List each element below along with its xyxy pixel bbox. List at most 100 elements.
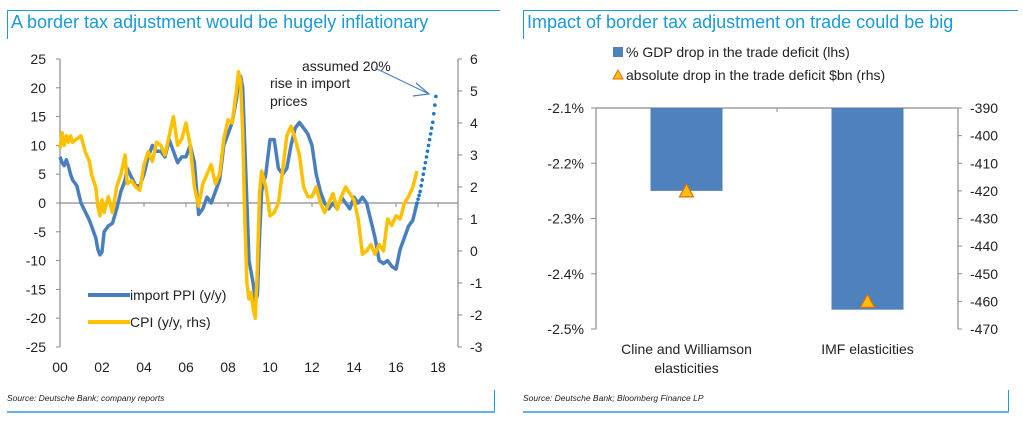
projection-dot: [427, 137, 432, 142]
projection-dot: [418, 189, 422, 194]
x-tick-label: 08: [220, 359, 236, 375]
bar-right-y-tick-label: -440: [970, 238, 998, 254]
bar-right-y-tick-label: -410: [970, 155, 998, 171]
projection-dot: [430, 120, 435, 125]
right-y-tick-label: 0: [470, 243, 478, 259]
x-tick-label: 06: [178, 359, 194, 375]
bar-right-y-tick-label: -460: [970, 293, 998, 309]
bar-right-y-tick-label: -450: [970, 266, 998, 282]
projection-dot: [420, 178, 425, 182]
left-y-tick-label: -15: [26, 281, 46, 297]
projection-dot: [433, 103, 437, 107]
projection-dot: [416, 197, 420, 201]
left-frame-bottom-rule: [7, 411, 495, 413]
right-y-tick-label: -1: [470, 275, 483, 291]
left-y-tick-label: -25: [26, 339, 46, 355]
right-chart-source: Source: Deutsche Bank; Bloomberg Finance…: [523, 393, 704, 403]
annotation-arrow-shaft: [374, 67, 430, 95]
left-series-group: [58, 70, 438, 320]
left-y-tick-label: 10: [30, 137, 46, 153]
projection-dot: [423, 160, 428, 165]
projection-dot: [434, 94, 438, 99]
bar-left-y-tick-label: -2.4%: [547, 266, 584, 282]
right-y-tick-label: 6: [470, 51, 478, 67]
right-bars-group: [650, 108, 904, 310]
annotation-arrow-head-icon: [412, 82, 431, 97]
left-y-tick-label: -5: [34, 224, 47, 240]
right-y-tick-label: 5: [470, 83, 478, 99]
bar-category-label: Cline and Williamson: [621, 341, 752, 357]
left-y-tick-label: 0: [38, 195, 46, 211]
projection-dot: [428, 132, 433, 136]
right-title-side-rule: [523, 10, 524, 39]
x-tick-label: 12: [304, 359, 320, 375]
left-y-tick-label: 15: [30, 109, 46, 125]
bar-left-y-tick-label: -2.3%: [547, 211, 584, 227]
annotation-line-2: rise in import: [270, 75, 350, 91]
right-y-tick-label: 1: [470, 211, 478, 227]
projection-dot: [419, 183, 424, 188]
legend-label-import-ppi: import PPI (y/y): [130, 287, 226, 303]
right-frame-right-rule: [1008, 390, 1009, 412]
right-y-tick-label: 4: [470, 115, 478, 131]
legend-swatch-absolute-drop: [612, 68, 624, 80]
x-tick-label: 14: [346, 359, 362, 375]
annotation-line-1: assumed 20%: [302, 58, 391, 74]
projection-dot: [415, 201, 419, 205]
x-tick-label: 00: [52, 359, 68, 375]
right-frame-bottom-rule: [523, 411, 1009, 413]
legend-label-gdp-drop: % GDP drop in the trade deficit (lhs): [626, 44, 850, 60]
annotation-group: assumed 20% rise in import prices: [270, 58, 431, 109]
right-bar-chart: % GDP drop in the trade deficit (lhs) ab…: [547, 44, 998, 376]
left-title-top-rule: [7, 10, 500, 11]
x-tick-label: 18: [430, 359, 446, 375]
annotation-line-3: prices: [270, 93, 307, 109]
series-line-import-ppi: [58, 74, 419, 303]
projection-dot: [425, 149, 430, 153]
left-legend: import PPI (y/y) CPI (y/y, rhs): [88, 287, 226, 330]
left-y-tick-label: 5: [38, 166, 46, 182]
legend-label-absolute-drop: absolute drop in the trade deficit $bn (…: [626, 67, 885, 83]
right-y-tick-label: 3: [470, 147, 478, 163]
bar-right-y-tick-label: -400: [970, 128, 998, 144]
projection-dot: [432, 111, 436, 116]
projection-dot: [422, 166, 427, 171]
left-y-tick-label: 25: [30, 51, 46, 67]
projection-dot: [421, 172, 426, 176]
projection-dot: [429, 126, 434, 130]
left-chart-title: A border tax adjustment would be hugely …: [11, 12, 429, 32]
right-y-tick-label: 2: [470, 179, 478, 195]
bar-right-y-tick-label: -470: [970, 321, 998, 337]
bar-category-label: elasticities: [654, 360, 719, 376]
bar-left-y-tick-label: -2.2%: [547, 155, 584, 171]
right-legend: % GDP drop in the trade deficit (lhs) ab…: [612, 44, 885, 83]
bar-right-y-tick-label: -420: [970, 183, 998, 199]
legend-swatch-gdp-drop: [613, 47, 623, 57]
projection-dot: [417, 193, 421, 198]
triangle-marker-absolute-drop: [678, 182, 695, 198]
right-chart-title: Impact of border tax adjustment on trade…: [527, 12, 954, 32]
projection-dot: [426, 143, 431, 148]
bar-category-label: IMF elasticities: [821, 341, 914, 357]
left-y-tick-label: -20: [26, 310, 46, 326]
series-line-cpi: [58, 70, 419, 320]
right-y-tick-label: -3: [470, 339, 483, 355]
left-frame-right-rule: [494, 390, 495, 412]
bar-left-y-tick-label: -2.5%: [547, 321, 584, 337]
left-title-side-rule: [7, 10, 8, 39]
series-projection-dots: [415, 94, 438, 205]
x-tick-label: 04: [136, 359, 152, 375]
right-y-tick-label: -2: [470, 307, 483, 323]
projection-dot: [424, 155, 429, 159]
bar-left-y-tick-label: -2.1%: [547, 100, 584, 116]
x-tick-label: 02: [94, 359, 110, 375]
bar-gdp-drop: [650, 108, 723, 191]
right-markers-group: [678, 182, 876, 308]
left-y-tick-label: -10: [26, 253, 46, 269]
bar-gdp-drop: [831, 108, 904, 310]
bar-right-y-tick-label: -390: [970, 100, 998, 116]
x-tick-label: 16: [388, 359, 404, 375]
